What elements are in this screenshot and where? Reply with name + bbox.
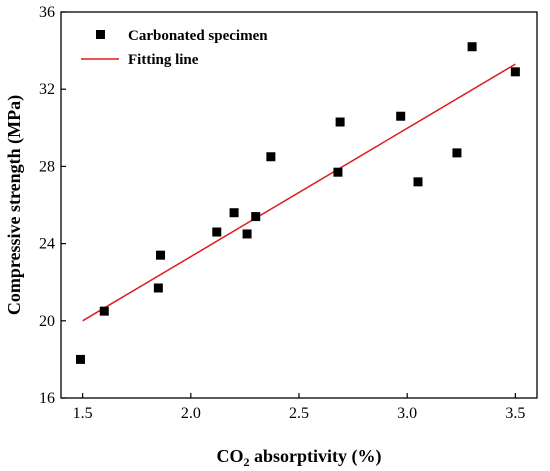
y-tick-label: 32 bbox=[39, 81, 55, 98]
data-point bbox=[452, 148, 462, 158]
x-axis-label-main: CO bbox=[217, 446, 244, 466]
data-point bbox=[335, 117, 345, 127]
y-tick-label: 16 bbox=[39, 390, 55, 407]
data-point bbox=[212, 227, 222, 237]
data-point bbox=[153, 283, 163, 293]
x-tick-label: 2.5 bbox=[289, 405, 309, 422]
data-point bbox=[333, 167, 343, 177]
y-tick-label: 28 bbox=[39, 158, 55, 175]
x-axis-label-subscript: 2 bbox=[244, 455, 250, 469]
x-tick-label: 1.5 bbox=[73, 405, 93, 422]
plot-layer bbox=[75, 42, 520, 364]
y-axis-label: Compressive strength (MPa) bbox=[4, 95, 25, 315]
y-axis-ticks: 16 20 24 28 32 36 bbox=[39, 4, 66, 407]
fitting-line bbox=[82, 63, 516, 322]
data-point bbox=[413, 177, 423, 187]
x-axis-ticks: 1.5 2.0 2.5 3.0 3.5 bbox=[73, 393, 525, 422]
plot-area-frame bbox=[60, 11, 538, 399]
x-tick-label: 3.5 bbox=[505, 405, 525, 422]
x-tick-label: 3.0 bbox=[397, 405, 417, 422]
data-point bbox=[156, 250, 166, 260]
data-point bbox=[75, 354, 85, 364]
data-point bbox=[467, 42, 477, 52]
x-axis-label: CO2 absorptivity (%) bbox=[217, 446, 382, 469]
data-point bbox=[251, 212, 261, 222]
data-point bbox=[510, 67, 520, 77]
legend-label-carbonated-specimen: Carbonated specimen bbox=[128, 28, 268, 44]
legend-label-fitting-line: Fitting line bbox=[128, 52, 199, 68]
legend: Carbonated specimen Fitting line bbox=[81, 28, 268, 68]
data-point bbox=[229, 208, 239, 218]
x-axis-label-rest: absorptivity (%) bbox=[250, 446, 382, 467]
data-point bbox=[396, 111, 406, 121]
y-tick-label: 24 bbox=[39, 236, 55, 253]
data-point bbox=[99, 306, 109, 316]
y-tick-label: 36 bbox=[39, 4, 55, 21]
y-tick-label: 20 bbox=[39, 313, 55, 330]
data-point bbox=[242, 229, 252, 239]
data-point bbox=[266, 152, 276, 162]
x-tick-label: 2.0 bbox=[181, 405, 201, 422]
legend-marker-carbonated-specimen bbox=[96, 30, 105, 39]
